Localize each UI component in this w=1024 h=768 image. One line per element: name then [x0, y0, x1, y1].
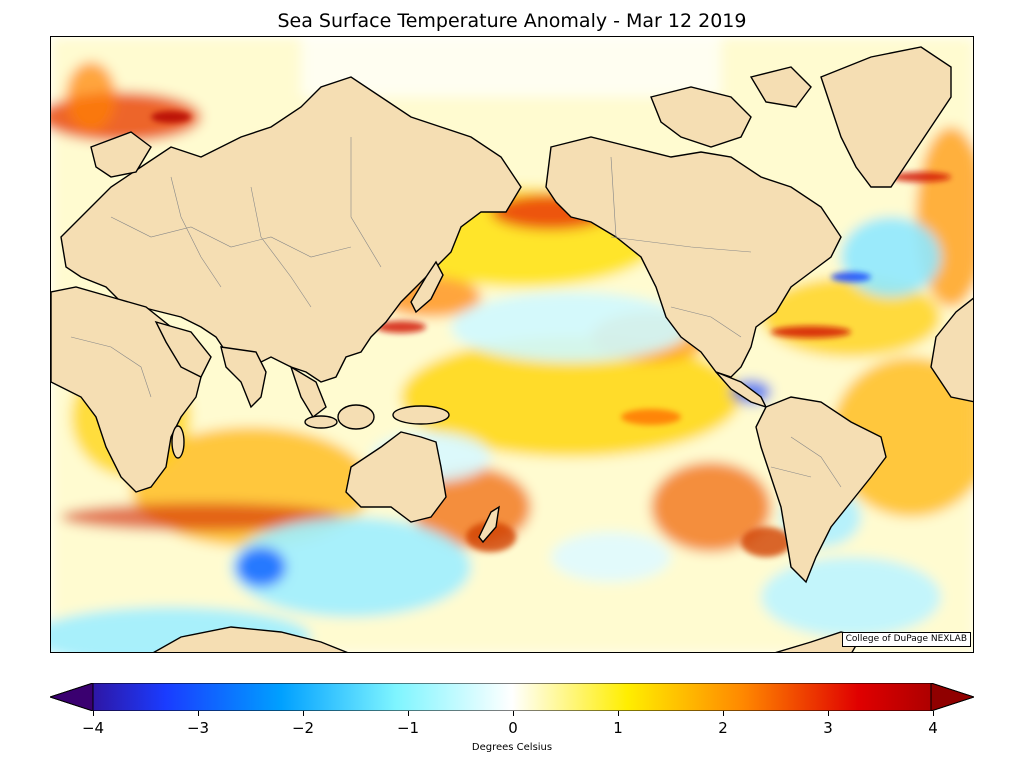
north-america [545, 136, 842, 378]
colorbar-ramp [50, 683, 974, 711]
india [220, 346, 267, 409]
sumatra [304, 415, 338, 429]
colorbar-tick-label: 3 [823, 719, 833, 737]
colorbar-tick-label: −2 [291, 719, 315, 737]
colorbar-tick-label: 2 [718, 719, 728, 737]
new-guinea [392, 405, 450, 425]
sst-anomaly-map: College of DuPage NEXLAB [50, 36, 974, 653]
colorbar-tick [408, 711, 409, 716]
colorbar-tick-label: 0 [508, 719, 518, 737]
borneo [337, 404, 375, 430]
colorbar-tick [198, 711, 199, 716]
map-canvas [51, 37, 973, 652]
colorbar-tick [723, 711, 724, 716]
colorbar-tick [513, 711, 514, 716]
eurasia [60, 76, 522, 383]
new-zealand [478, 505, 500, 544]
colorbar-tick-label: 1 [613, 719, 623, 737]
anomaly-details [151, 111, 951, 557]
colorbar-tick-label: −3 [186, 719, 210, 737]
colorbar-tick [93, 711, 94, 716]
indochina [289, 365, 327, 419]
antarctica [153, 626, 348, 652]
colorbar-tick [303, 711, 304, 716]
australia [345, 431, 447, 523]
arabia [154, 320, 212, 378]
south-america [755, 396, 887, 584]
colorbar-tick [828, 711, 829, 716]
borders [70, 137, 842, 488]
colorbar-tick-label: −1 [396, 719, 420, 737]
colorbar-tick-label: −4 [81, 719, 105, 737]
madagascar [171, 425, 185, 459]
greenland [820, 46, 952, 188]
colorbar-tick-label: 4 [928, 719, 938, 737]
colorbar-tick [618, 711, 619, 716]
colorbar-max-extend [930, 683, 974, 711]
colorbar-label: Degrees Celsius [471, 742, 553, 753]
colorbar [50, 683, 974, 711]
africa-east [930, 297, 973, 403]
land [51, 46, 973, 652]
colorbar-min-extend [50, 683, 94, 711]
colorbar-tick [933, 711, 934, 716]
japan [410, 260, 444, 314]
scandinavia [90, 131, 152, 178]
arctic-islands [650, 86, 752, 148]
chart-title: Sea Surface Temperature Anomaly - Mar 12… [277, 10, 747, 32]
colorbar-ticks: −4 −3 −2 −1 0 1 2 3 4 [0, 711, 1024, 741]
credit-label: College of DuPage NEXLAB [841, 632, 971, 647]
